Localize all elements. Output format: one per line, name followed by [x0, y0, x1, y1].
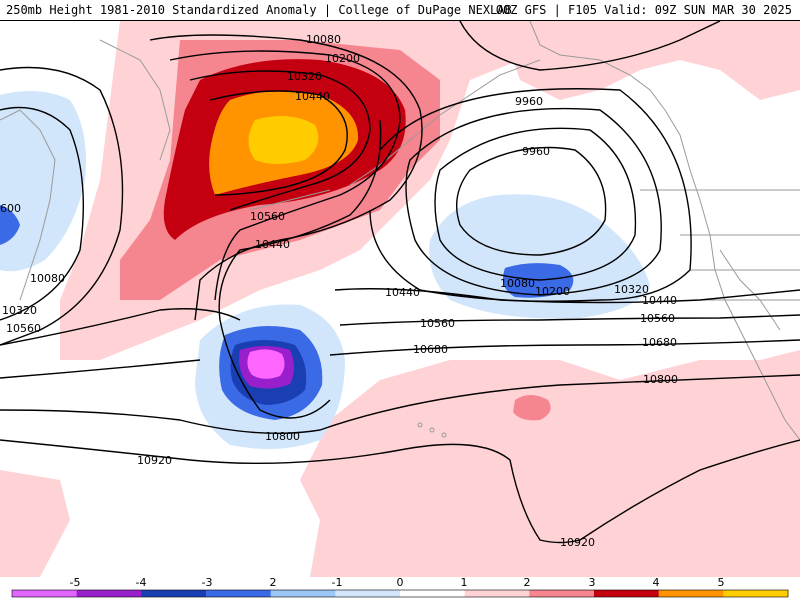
contour-label: 10920: [560, 536, 595, 549]
positive-anomaly-5: [248, 116, 319, 164]
colorbar-tick-label: 0: [397, 577, 404, 589]
header-bar: 250mb Height 1981-2010 Standardized Anom…: [0, 0, 800, 21]
colorbar-swatch: [400, 590, 466, 597]
colorbar-tick-label: -1: [332, 577, 343, 589]
contour-label: 9960: [515, 95, 543, 108]
anomaly-map: 10080 10200 10320 10440 10560 9960 9960 …: [0, 21, 800, 577]
colorbar-tick-label: 5: [718, 577, 725, 589]
contour-label: 10200: [535, 285, 570, 298]
colorbar-swatch: [658, 590, 724, 597]
contour-label: 10080: [306, 33, 341, 46]
contour-label: 10440: [385, 286, 420, 299]
contour-label: 10560: [6, 322, 41, 335]
contour-label: 10440: [255, 238, 290, 251]
colorbar-swatch: [76, 590, 142, 597]
contour-label: 10680: [413, 343, 448, 356]
height-contours: [0, 21, 800, 544]
colorbar-swatch: [464, 590, 530, 597]
contour-label: 10920: [137, 454, 172, 467]
contour-label: 10440: [295, 90, 330, 103]
colorbar-swatch: [529, 590, 595, 597]
colorbar-tick-label: -4: [136, 577, 147, 589]
colorbar-tick-label: 4: [653, 577, 660, 589]
contour-labels: 10080 10200 10320 10440 10560 9960 9960 …: [0, 33, 678, 549]
colorbar-tick-label: 3: [589, 577, 596, 589]
colorbar-swatches: [12, 590, 789, 597]
contour-label: 10320: [287, 70, 322, 83]
contour-label: 10080: [500, 277, 535, 290]
colorbar-svg: -5 -4 -3 2 -1 0 1 2 3 4 5: [11, 576, 789, 598]
coastlines: [0, 21, 800, 441]
contour-label: 10080: [30, 272, 65, 285]
map-area: 10080 10200 10320 10440 10560 9960 9960 …: [0, 21, 800, 577]
contour-label: 10680: [642, 336, 677, 349]
contour-label: 10320: [2, 304, 37, 317]
colorbar-swatch: [141, 590, 207, 597]
colorbar-tick-label: 2: [524, 577, 531, 589]
contour-label: 10200: [325, 52, 360, 65]
map-title: 250mb Height 1981-2010 Standardized Anom…: [6, 3, 512, 17]
contour-label: 10800: [265, 430, 300, 443]
contour-label: 10560: [640, 312, 675, 325]
contour-label: 10560: [420, 317, 455, 330]
contour-labels-mid: 10440 10560 10680: [385, 286, 455, 356]
colorbar-tick-label: 2: [270, 577, 277, 589]
colorbar: -5 -4 -3 2 -1 0 1 2 3 4 5: [0, 576, 800, 600]
colorbar-tick-label: -5: [70, 577, 81, 589]
colorbar-border: [11, 589, 789, 598]
run-valid-time: 00Z GFS | F105 Valid: 09Z SUN MAR 30 202…: [495, 3, 792, 17]
colorbar-tick-label: -3: [202, 577, 213, 589]
contour-label: 10320: [614, 283, 649, 296]
contour-label: 600: [0, 202, 21, 215]
colorbar-swatch: [335, 590, 401, 597]
contour-label: 10440: [642, 294, 677, 307]
contour-label: 9960: [522, 145, 550, 158]
colorbar-swatch: [12, 590, 78, 597]
colorbar-swatch: [723, 590, 789, 597]
colorbar-tick-label: 1: [461, 577, 468, 589]
colorbar-tick-labels: -5 -4 -3 2 -1 0 1 2 3 4 5: [70, 576, 725, 589]
colorbar-swatch: [270, 590, 336, 597]
negative-anomaly-5: [247, 349, 285, 379]
colorbar-swatch: [594, 590, 660, 597]
contour-label: 10560: [250, 210, 285, 223]
contour-label: 10800: [643, 373, 678, 386]
colorbar-swatch: [206, 590, 272, 597]
